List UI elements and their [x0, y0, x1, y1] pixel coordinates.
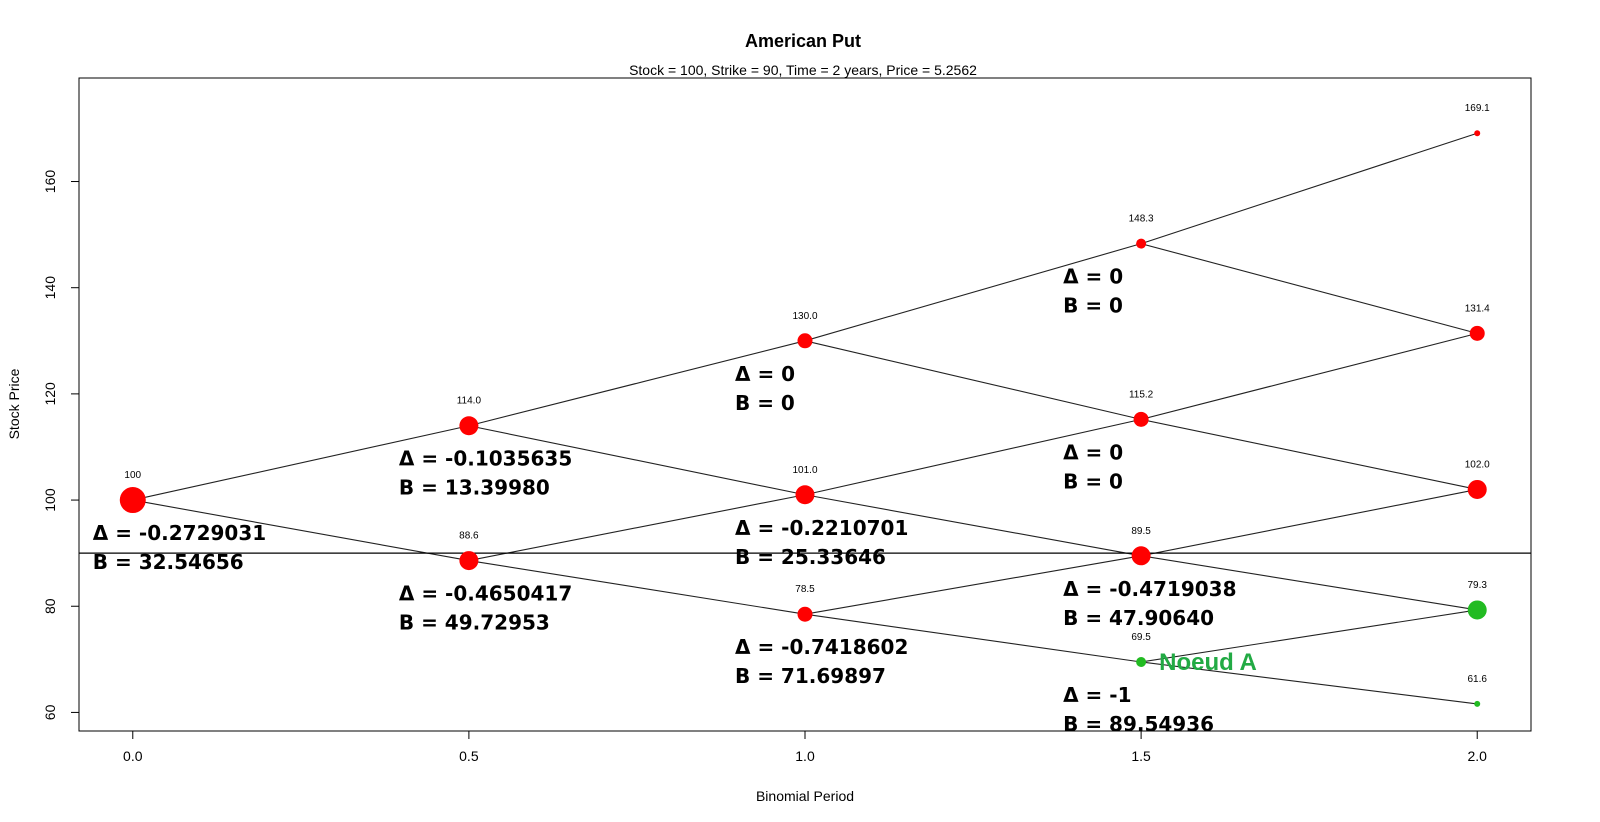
chart-subtitle: Stock = 100, Strike = 90, Time = 2 years… [629, 62, 977, 78]
node-price-label: 102.0 [1465, 459, 1490, 470]
delta-annotation: Δ = -0.2210701 [735, 516, 908, 540]
b-annotation: B = 49.72953 [399, 611, 550, 635]
tree-edge [468, 340, 806, 427]
tree-edge [132, 499, 469, 562]
tree-node [1474, 700, 1481, 707]
b-annotation: B = 0 [1063, 469, 1123, 493]
y-axis-label: Stock Price [6, 368, 22, 439]
b-annotation: B = 0 [735, 391, 795, 415]
node-price-label: 78.5 [795, 584, 815, 595]
tree-edge [1140, 332, 1478, 420]
node-price-label: 130.0 [792, 311, 817, 322]
tree-edge [1140, 243, 1478, 334]
node-price-label: 100 [124, 470, 141, 481]
tree-node [459, 416, 479, 436]
tree-edge [1141, 661, 1478, 705]
tree-node [795, 485, 815, 505]
y-tick-label: 60 [42, 704, 58, 720]
tree-node [1469, 325, 1485, 341]
node-price-label: 169.1 [1465, 103, 1490, 114]
node-price-label: 148.3 [1129, 214, 1154, 225]
b-annotation: B = 25.33646 [735, 545, 886, 569]
delta-annotation: Δ = -0.4719038 [1063, 577, 1236, 601]
x-tick-label: 1.0 [795, 748, 815, 764]
b-annotation: B = 71.69897 [735, 664, 886, 688]
tree-edge [804, 494, 1142, 557]
tree-nodes [119, 130, 1487, 707]
delta-annotation: Δ = -0.1035635 [399, 447, 572, 471]
tree-edge [132, 425, 470, 501]
node-price-label: 61.6 [1467, 674, 1487, 685]
b-annotation: B = 32.54656 [93, 550, 244, 574]
tree-edge [1140, 132, 1478, 245]
delta-annotation: Δ = -0.4650417 [399, 582, 572, 606]
node-price-label: 131.4 [1465, 303, 1490, 314]
b-annotation: B = 0 [1063, 294, 1123, 318]
tree-edge [804, 613, 1142, 663]
b-annotation: B = 89.54936 [1063, 712, 1214, 736]
tree-edges [132, 132, 1478, 705]
x-tick-label: 1.5 [1131, 748, 1151, 764]
delta-annotation: Δ = -1 [1063, 683, 1131, 707]
node-price-label: 79.3 [1467, 580, 1487, 591]
y-tick-label: 160 [42, 170, 58, 194]
tree-node [1474, 130, 1481, 137]
node-price-label: 88.6 [459, 531, 479, 542]
node-price-label: 101.0 [792, 465, 817, 476]
b-annotation: B = 13.39980 [399, 476, 550, 500]
delta-annotation: Δ = 0 [1063, 440, 1123, 464]
tree-edge [804, 555, 1142, 615]
tree-node [1136, 656, 1147, 667]
chart-title: American Put [745, 31, 861, 51]
x-axis: 0.0 0.5 1.0 1.5 2.0 [123, 730, 1487, 764]
tree-edge [1141, 488, 1478, 557]
node-price-label: 114.0 [457, 396, 482, 407]
node-price-label: 89.5 [1131, 526, 1151, 537]
noeud-a-label: Noeud A [1159, 649, 1257, 676]
b-annotation: B = 47.90640 [1063, 606, 1214, 630]
tree-edge [1140, 418, 1478, 490]
node-price-label: 115.2 [1129, 389, 1154, 400]
x-axis-label: Binomial Period [756, 788, 854, 804]
y-tick-label: 80 [42, 598, 58, 614]
tree-edge [468, 494, 806, 562]
y-tick-label: 100 [42, 488, 58, 512]
tree-edge [1141, 555, 1478, 611]
y-tick-label: 140 [42, 276, 58, 300]
tree-node [119, 487, 146, 514]
tree-edge [804, 340, 1142, 420]
tree-node [1467, 600, 1487, 620]
tree-node [1133, 411, 1149, 427]
delta-annotation: Δ = 0 [735, 362, 795, 386]
x-tick-label: 0.0 [123, 748, 143, 764]
delta-annotation: Δ = -0.2729031 [93, 521, 266, 545]
y-axis: 60 80 100 120 140 160 [42, 170, 80, 720]
node-price-label: 69.5 [1131, 632, 1151, 643]
node-price-labels: 100 114.0 88.6 130.0 101.0 78.5 148.3 115.2 89.5… [124, 103, 1490, 685]
tree-node [1131, 546, 1151, 566]
delta-annotation: Δ = 0 [1063, 265, 1123, 289]
plot-frame [78, 77, 1532, 732]
delta-b-annotations: Δ = -0.2729031 B = 32.54656 Δ = -0.1035635… [93, 265, 1237, 736]
tree-edge [804, 418, 1142, 496]
delta-annotation: Δ = -0.7418602 [735, 635, 908, 659]
tree-edge [804, 243, 1142, 342]
tree-node [459, 551, 479, 571]
y-tick-label: 120 [42, 382, 58, 406]
x-tick-label: 2.0 [1467, 748, 1487, 764]
tree-edge [1141, 609, 1478, 663]
tree-node [797, 606, 813, 622]
tree-node [797, 333, 813, 349]
tree-edge [468, 560, 806, 615]
x-tick-label: 0.5 [459, 748, 479, 764]
tree-edge [468, 425, 806, 496]
tree-node [1467, 479, 1487, 499]
tree-node [1136, 238, 1147, 249]
